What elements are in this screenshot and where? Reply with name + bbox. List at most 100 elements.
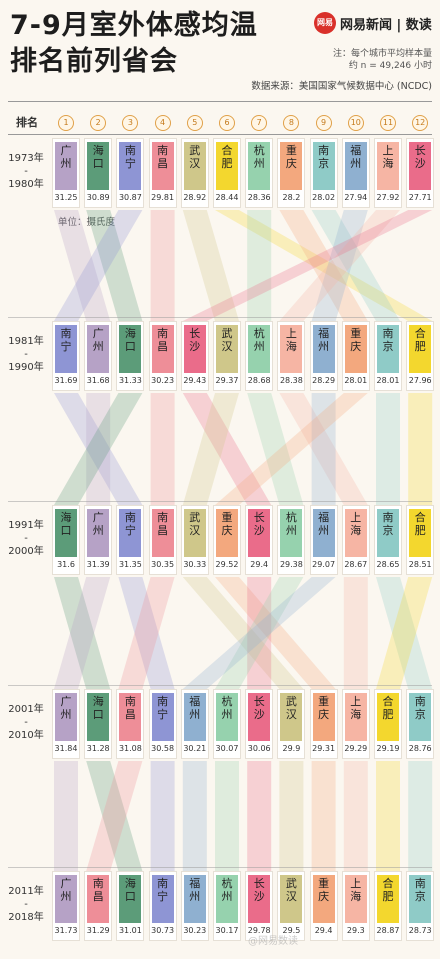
city-block (87, 142, 110, 190)
period-divider (8, 867, 432, 868)
rank-number-10: 10 (347, 115, 364, 131)
header-divider (8, 101, 432, 102)
city-block (344, 325, 367, 373)
city-value: 28.76 (408, 744, 432, 753)
city-name: 长沙 (414, 144, 426, 170)
city-block (216, 142, 238, 190)
ribbon-南京 (376, 393, 400, 505)
ribbon-上海 (343, 577, 368, 689)
city-block (183, 875, 206, 923)
city-value: 31.6 (57, 560, 75, 569)
city-block (312, 509, 335, 557)
city-name: 南京 (318, 144, 330, 170)
ribbon-南京 (311, 210, 400, 321)
city-value: 29.4 (250, 560, 269, 569)
city-name: 海口 (92, 144, 104, 170)
sample-note-line-2: 约 n = 49,246 小时 (348, 61, 432, 71)
city-value: 30.21 (183, 744, 207, 753)
city-block (409, 509, 432, 557)
city-name: 海口 (60, 511, 72, 537)
city-value: 31.69 (54, 376, 78, 385)
city-value: 31.29 (86, 926, 110, 935)
city-value: 29.81 (151, 193, 175, 202)
title-line-2: 排名前列省会 (10, 46, 178, 77)
city-name: 长沙 (253, 695, 265, 721)
city-name: 南宁 (157, 877, 169, 903)
ribbon-武汉 (279, 761, 304, 871)
ribbon-杭州 (247, 210, 272, 321)
city-name: 合肥 (414, 511, 426, 537)
city-block (151, 325, 174, 373)
ribbon-长沙 (247, 577, 272, 689)
city-name: 南昌 (124, 695, 136, 721)
city-value: 27.92 (376, 193, 400, 202)
city-block (248, 693, 271, 741)
ribbon-南京 (376, 577, 433, 689)
period-label: 2001年 -2010年 (8, 704, 44, 741)
city-name: 南昌 (92, 877, 104, 903)
city-value: 29.4 (314, 926, 333, 935)
city-value: 28.38 (279, 376, 303, 385)
city-block (280, 693, 303, 741)
city-name: 南昌 (157, 327, 169, 353)
ribbon-福州 (182, 577, 336, 689)
ribbon-南宁 (54, 210, 143, 321)
city-block (55, 509, 77, 557)
title-line-1: 7-9月室外体感均温 (10, 10, 258, 41)
city-name: 杭州 (221, 695, 233, 721)
city-name: 杭州 (285, 511, 297, 537)
city-value: 31.33 (118, 376, 142, 385)
brand: 网易 网易新闻 | 数读 (314, 12, 440, 38)
city-block (248, 875, 271, 923)
city-value: 29.3 (346, 926, 365, 935)
ribbon-重庆 (311, 761, 336, 871)
unit-label: 单位：摄氏度 (58, 217, 116, 228)
city-name: 广州 (60, 695, 72, 721)
city-name: 海口 (92, 695, 104, 721)
city-value: 30.73 (151, 926, 175, 935)
city-value: 29.78 (247, 926, 271, 935)
ribbon-武汉 (182, 577, 304, 689)
city-value: 28.51 (408, 560, 432, 569)
city-name: 长沙 (189, 327, 201, 353)
ribbon-广州 (54, 210, 111, 321)
ribbon-广州 (54, 761, 78, 871)
ribbon-南宁 (54, 393, 143, 505)
city-block (248, 142, 271, 190)
city-name: 合肥 (382, 695, 394, 721)
city-block (312, 875, 335, 923)
ribbon-上海 (343, 761, 368, 871)
city-value: 28.02 (312, 193, 336, 202)
city-value: 30.33 (183, 560, 207, 569)
city-block (248, 509, 271, 557)
city-name: 南京 (382, 511, 394, 537)
city-value: 28.68 (247, 376, 271, 385)
city-block (151, 509, 174, 557)
period-label: 1973年 -1980年 (8, 153, 44, 190)
city-name: 武汉 (221, 327, 233, 353)
city-value: 28.44 (215, 193, 239, 202)
city-block (183, 509, 206, 557)
city-value: 28.92 (183, 193, 207, 202)
ribbon-合肥 (376, 577, 433, 689)
city-name: 合肥 (221, 144, 233, 170)
city-value: 30.17 (215, 926, 239, 935)
city-block (151, 875, 174, 923)
city-block (377, 142, 399, 190)
city-block (87, 693, 110, 741)
city-name: 海口 (124, 877, 136, 903)
period-divider (8, 317, 432, 318)
ribbon-南宁 (150, 761, 175, 871)
city-name: 南宁 (124, 144, 136, 170)
city-name: 南昌 (157, 511, 169, 537)
city-value: 29.07 (312, 560, 336, 569)
ribbon-武汉 (182, 393, 239, 505)
ribbon-南昌 (150, 210, 175, 321)
ribbon-重庆 (215, 577, 336, 689)
ribbon-福州 (311, 210, 368, 321)
rank-number-5: 5 (186, 115, 203, 131)
city-value: 28.01 (376, 376, 400, 385)
rank-number-8: 8 (283, 115, 300, 131)
city-name: 合肥 (414, 327, 426, 353)
